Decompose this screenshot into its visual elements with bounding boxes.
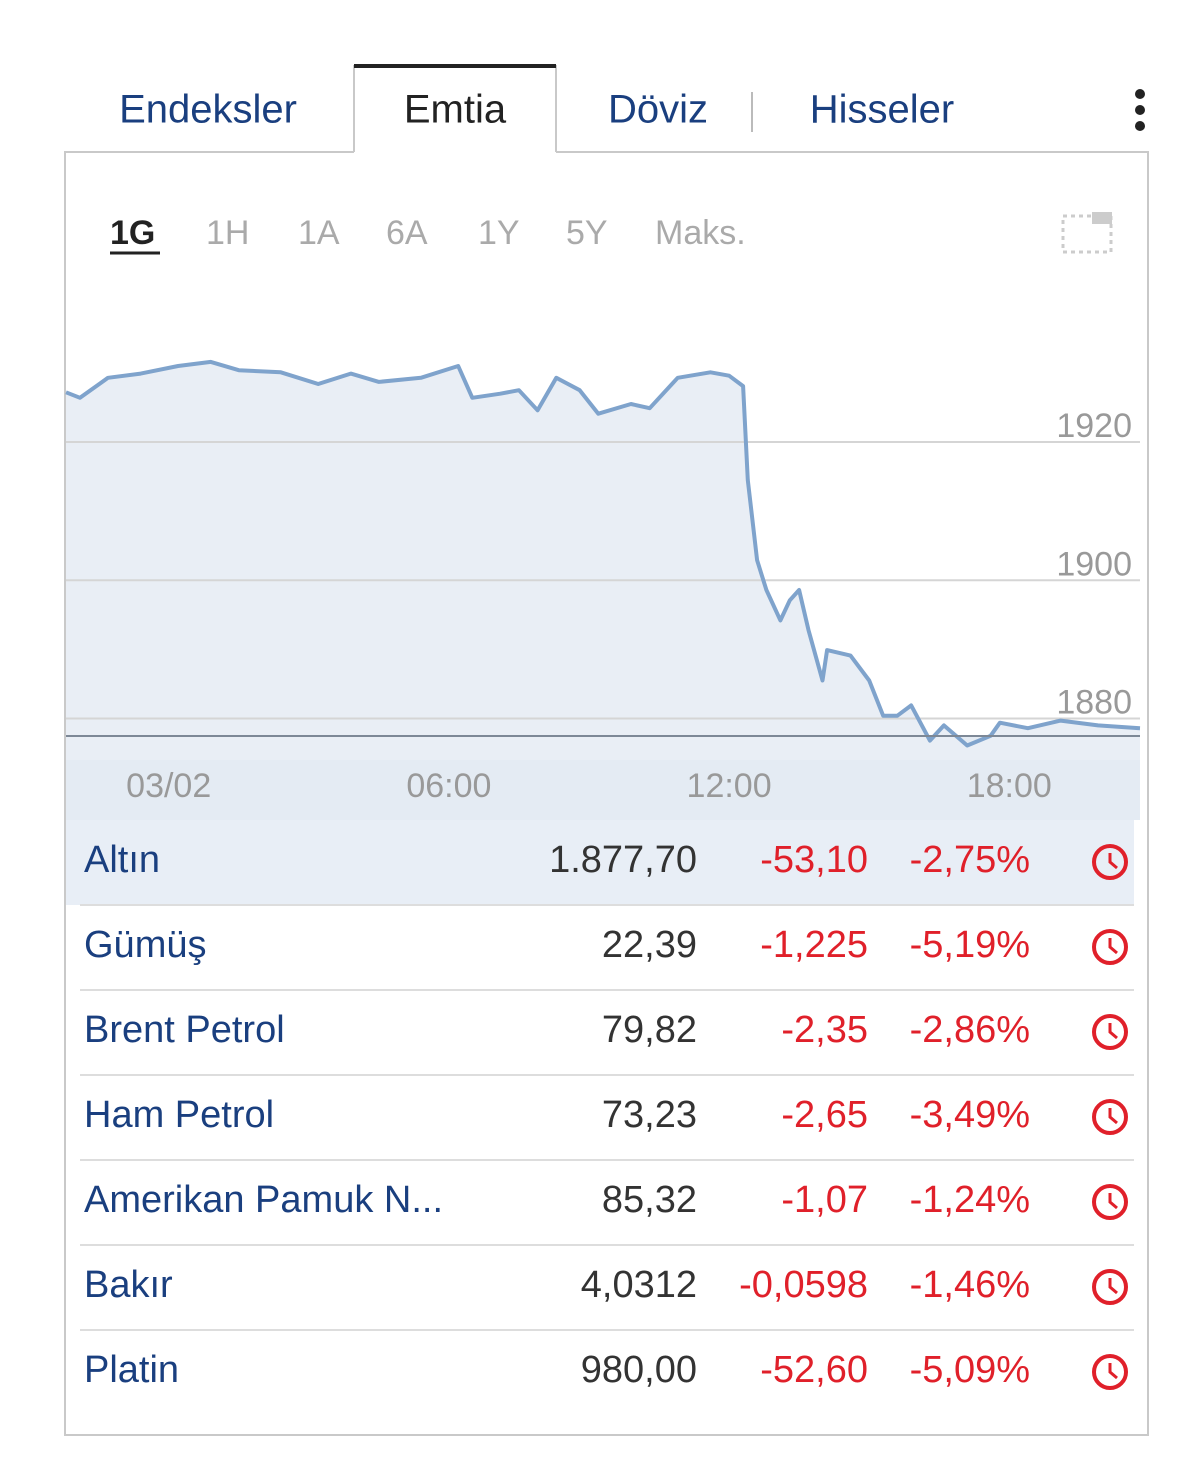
clock-icon	[1092, 1014, 1128, 1050]
x-tick-label: 03/02	[126, 767, 211, 805]
clock-icon	[1092, 844, 1128, 880]
price: 1.877,70	[549, 839, 697, 881]
percent: -3,49%	[910, 1094, 1030, 1136]
clock-hands	[1108, 1363, 1118, 1380]
period[interactable]: 1G	[110, 214, 155, 252]
percent: -1,24%	[910, 1179, 1030, 1221]
ui: Endeksler Emtia Döviz Hisseler 1G 1H 1A 6A 1Y 5Y M…	[80, 88, 1134, 1391]
percent: -5,09%	[910, 1349, 1030, 1391]
y-tick-label: 1880	[1056, 684, 1132, 722]
price: 79,82	[602, 1009, 697, 1051]
price: 73,23	[602, 1094, 697, 1136]
x-tick-label: 06:00	[406, 767, 491, 805]
price: 4,0312	[581, 1264, 697, 1306]
change: -2,35	[781, 1009, 868, 1051]
period[interactable]: Maks.	[655, 214, 746, 252]
change: -1,07	[781, 1179, 868, 1221]
clock-face	[1092, 1184, 1128, 1220]
change: -52,60	[760, 1349, 868, 1391]
tab[interactable]: Hisseler	[810, 88, 954, 132]
change: -2,65	[781, 1094, 868, 1136]
expand-icon[interactable]	[1061, 212, 1113, 254]
x-tick-label: 12:00	[687, 767, 772, 805]
commodity-name[interactable]: Amerikan Pamuk N...	[84, 1179, 443, 1221]
tab[interactable]: Emtia	[404, 88, 507, 132]
percent: -5,19%	[910, 924, 1030, 966]
clock-icon	[1092, 1184, 1128, 1220]
commodity-name[interactable]: Platin	[84, 1349, 179, 1391]
commodity-name[interactable]: Ham Petrol	[84, 1094, 274, 1136]
period[interactable]: 1H	[206, 214, 249, 252]
commodity-name[interactable]: Bakır	[84, 1264, 173, 1306]
clock-hands	[1108, 1108, 1118, 1125]
clock-icon	[1092, 1099, 1128, 1135]
period[interactable]: 6A	[386, 214, 428, 252]
period[interactable]: 1A	[298, 214, 340, 252]
price: 980,00	[581, 1349, 697, 1391]
x-tick-label: 18:00	[967, 767, 1052, 805]
period[interactable]: 1Y	[478, 214, 520, 252]
y-tick-label: 1900	[1056, 545, 1132, 583]
commodity-name[interactable]: Altın	[84, 839, 160, 881]
clock-face	[1092, 1354, 1128, 1390]
commodity-name[interactable]: Gümüş	[84, 924, 206, 966]
period[interactable]: 5Y	[566, 214, 608, 252]
highlight-row	[66, 820, 1134, 905]
tab[interactable]: Döviz	[608, 88, 708, 132]
percent: -1,46%	[910, 1264, 1030, 1306]
clock-hands	[1108, 1023, 1118, 1040]
change: -1,225	[760, 924, 868, 966]
clock-face	[1092, 1269, 1128, 1305]
clock-hands	[1108, 853, 1118, 870]
clock-icon	[1092, 1269, 1128, 1305]
price-line	[65, 359, 1141, 748]
clock-hands	[1108, 1193, 1118, 1210]
more-icon[interactable]	[1135, 89, 1145, 131]
clock-face	[1092, 1014, 1128, 1050]
commodity-name[interactable]: Brent Petrol	[84, 1009, 285, 1051]
clock-icon	[1092, 929, 1128, 965]
clock-face	[1092, 1099, 1128, 1135]
change: -53,10	[760, 839, 868, 881]
area	[66, 361, 1140, 760]
tab[interactable]: Endeksler	[119, 88, 297, 132]
change: -0,0598	[739, 1264, 868, 1306]
clock-icon	[1092, 1354, 1128, 1390]
clock-hands	[1108, 938, 1118, 955]
chart: 1880 1900 1920 03/02 06:00 12:00 18:00	[65, 359, 1141, 805]
clock-hands	[1108, 1278, 1118, 1295]
clock-face	[1092, 844, 1128, 880]
clock-face	[1092, 929, 1128, 965]
price: 85,32	[602, 1179, 697, 1221]
percent: -2,75%	[910, 839, 1030, 881]
price: 22,39	[602, 924, 697, 966]
percent: -2,86%	[910, 1009, 1030, 1051]
y-tick-label: 1920	[1056, 407, 1132, 445]
active-tab-bg	[354, 66, 556, 156]
